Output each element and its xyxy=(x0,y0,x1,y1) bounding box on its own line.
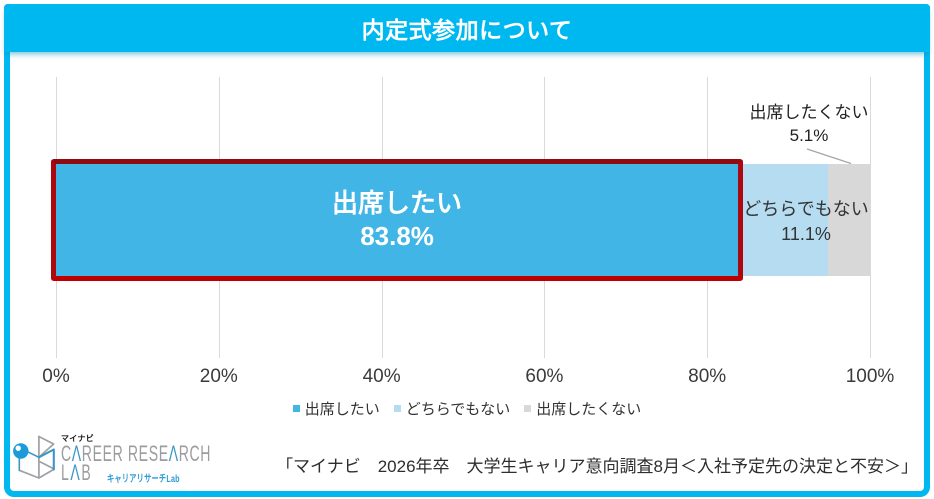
logo-cube-icon xyxy=(13,435,56,479)
source-citation: 「マイナビ 2026年卒 大学生キャリア意向調査8月＜入社予定先の決定と不安＞」 xyxy=(276,457,918,476)
stacked-bar: 出席したい 83.8% xyxy=(56,164,870,276)
legend-swatch xyxy=(393,405,401,412)
legend: 出席したい どちらでもない 出席したくない xyxy=(0,398,934,419)
career-research-lab-logo: マイナビ CΛREER RESEΛRCH LΛB キャリアリサーチLab xyxy=(0,428,250,492)
gridline xyxy=(870,77,871,358)
title-bar: 内定式参加について xyxy=(4,4,930,52)
segment-neutral-value: 11.1% xyxy=(781,224,831,244)
logo-lab-text: LΛB xyxy=(61,460,93,485)
x-tick-label: 20% xyxy=(199,366,238,387)
segment-decline-callout: 出席したくない 5.1% xyxy=(750,102,869,147)
chart-title: 内定式参加について xyxy=(361,17,573,43)
logo-lambda-icon: Λ xyxy=(71,441,82,466)
bar-segment-neutral xyxy=(738,164,829,276)
x-tick-label: 80% xyxy=(688,366,727,387)
legend-item: どちらでもない xyxy=(393,398,511,419)
segment-neutral-label: どちらでもない xyxy=(743,199,869,219)
legend-item: 出席したい xyxy=(292,398,380,419)
logo-lambda-icon: Λ xyxy=(70,460,82,485)
segment-decline-label: 出席したくない xyxy=(749,103,869,122)
x-tick-label: 60% xyxy=(525,366,564,387)
legend-label: 出席したくない xyxy=(536,401,642,418)
segment-neutral-callout: どちらでもない 11.1% xyxy=(743,197,868,247)
logo-kana-text: キャリアリサーチLab xyxy=(107,474,180,485)
logo-career-research-text: CΛREER RESEΛRCH xyxy=(61,441,212,466)
logo-brand-text: マイナビ xyxy=(61,434,95,443)
segment-attend-value: 83.8% xyxy=(360,221,434,251)
x-tick-label: 40% xyxy=(362,366,401,387)
bar-segment-decline xyxy=(828,164,870,276)
segment-decline-value: 5.1% xyxy=(789,125,829,145)
legend-swatch xyxy=(524,405,532,412)
logo-lambda-icon: Λ xyxy=(168,441,179,466)
legend-label: どちらでもない xyxy=(405,401,511,418)
x-tick-label: 100% xyxy=(845,366,895,387)
x-tick-label: 0% xyxy=(42,366,70,387)
bar-segment-attend: 出席したい 83.8% xyxy=(56,164,739,276)
legend-item: 出席したくない xyxy=(524,398,641,419)
legend-label: 出席したい xyxy=(304,401,380,418)
segment-attend-label: 出席したい xyxy=(332,188,463,218)
legend-swatch xyxy=(292,405,300,412)
